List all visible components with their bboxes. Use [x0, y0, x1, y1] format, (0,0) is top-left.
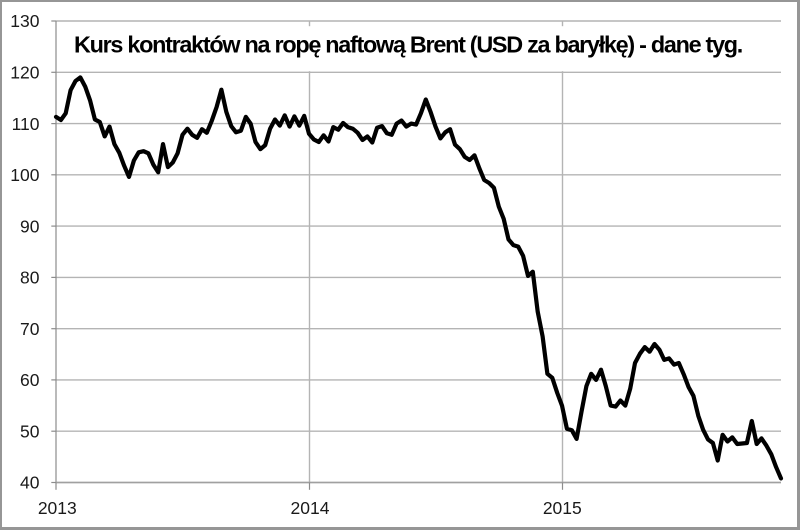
svg-text:90: 90 [20, 216, 40, 236]
svg-text:2013: 2013 [38, 498, 77, 518]
svg-text:120: 120 [10, 63, 39, 83]
svg-text:130: 130 [10, 11, 39, 31]
svg-text:100: 100 [10, 165, 39, 185]
svg-text:2014: 2014 [291, 498, 330, 518]
svg-text:2015: 2015 [543, 498, 582, 518]
svg-text:70: 70 [20, 319, 40, 339]
svg-text:80: 80 [20, 268, 40, 288]
svg-text:40: 40 [20, 473, 40, 493]
svg-text:50: 50 [20, 421, 40, 441]
svg-text:Kurs kontraktów na ropę naftow: Kurs kontraktów na ropę naftową Brent (U… [74, 32, 742, 58]
svg-text:60: 60 [20, 370, 40, 390]
svg-text:110: 110 [12, 114, 40, 134]
